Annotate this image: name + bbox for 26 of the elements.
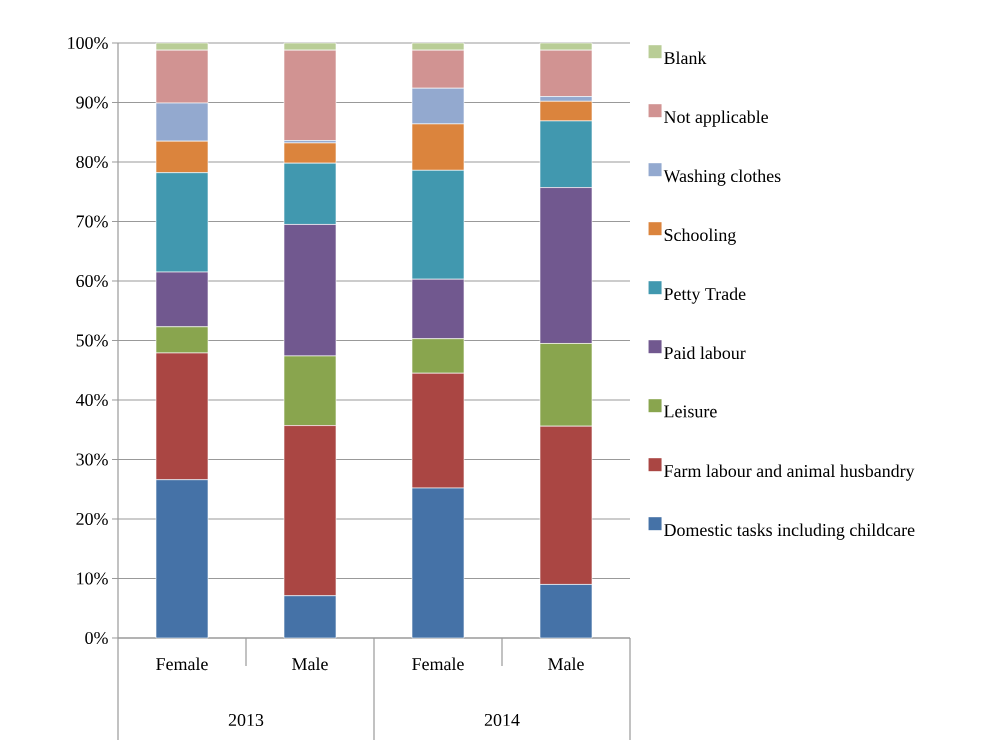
text: 2013 (228, 714, 264, 727)
y-tick-label: 60% (76, 275, 108, 288)
y-tick-label: 80% (76, 156, 108, 169)
legend-label: Blank (664, 51, 707, 65)
legend-label: Farm labour and animal husbandry (664, 464, 915, 481)
legend-label: Paid labour (664, 346, 746, 360)
legend-label: Schooling (664, 228, 736, 245)
legend-label: Leisure (664, 405, 717, 418)
y-tick-label: 100% (68, 37, 108, 50)
x-tick-label: Male (548, 657, 584, 671)
y-tick-label: 0% (85, 632, 108, 645)
x-tick-label: Female (156, 657, 208, 671)
legend-label: Washing clothes (663, 169, 781, 186)
y-tick-label: 30% (76, 453, 108, 466)
legend-label: Petty Trade (664, 287, 746, 304)
text: 2014 (484, 714, 520, 727)
x-tick-label: Female (412, 657, 464, 671)
legend-label: Not applicable (664, 110, 769, 127)
y-tick-label: 20% (76, 513, 108, 526)
x-tick-label: Male (292, 657, 328, 671)
y-tick-label: 10% (77, 572, 108, 585)
y-tick-label: 50% (76, 334, 108, 347)
y-tick-label: 90% (76, 96, 108, 109)
y-tick-label: 70% (76, 215, 108, 228)
legend-label: Domestic tasks including childcare (664, 523, 915, 540)
y-tick-label: 40% (75, 394, 108, 407)
